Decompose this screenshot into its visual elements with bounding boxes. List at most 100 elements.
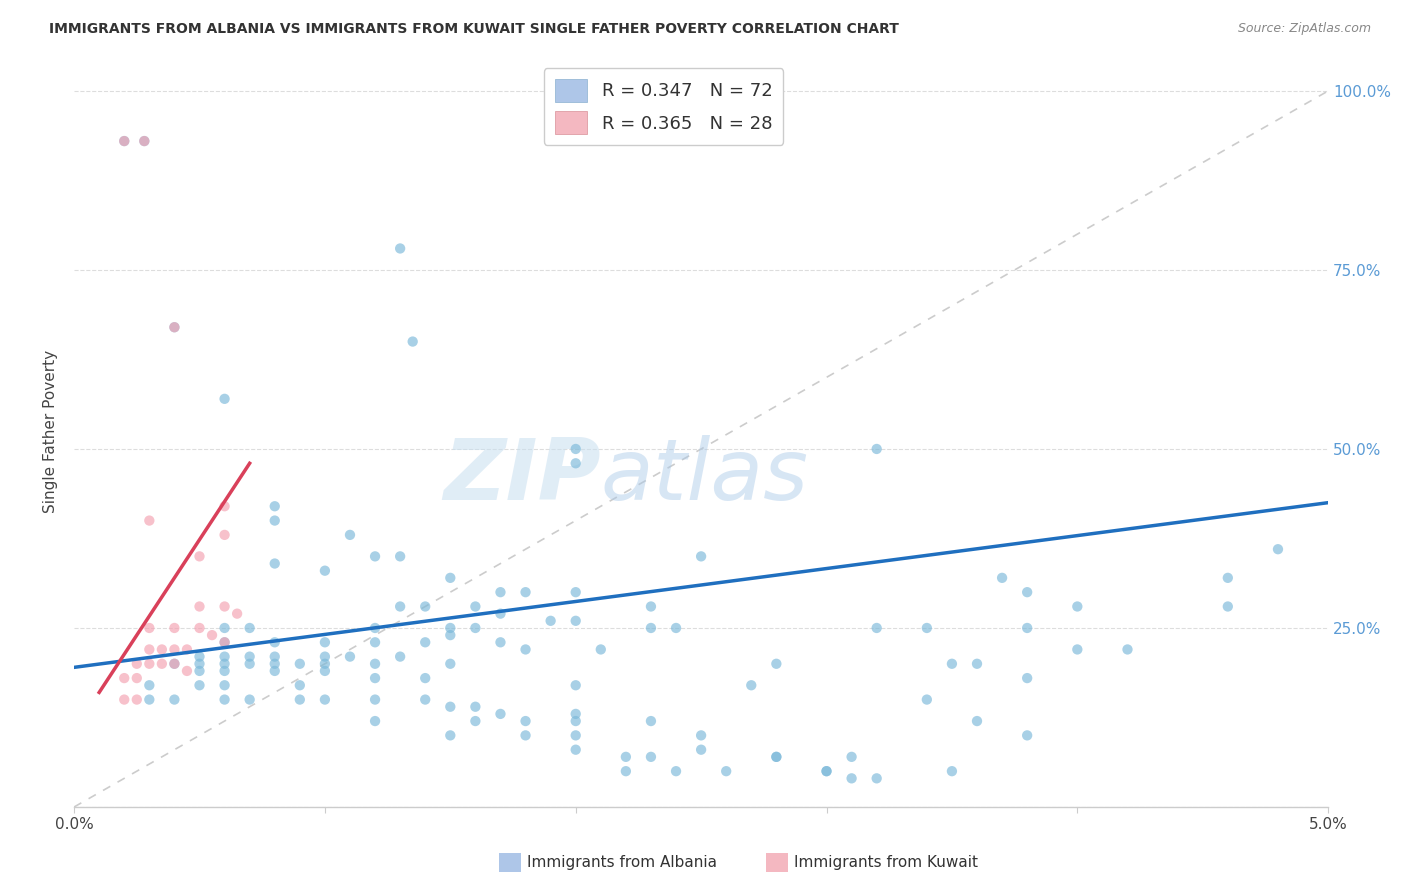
Point bbox=[389, 599, 412, 614]
Point bbox=[163, 692, 186, 706]
Point bbox=[239, 621, 262, 635]
Point bbox=[389, 242, 412, 256]
Legend: R = 0.347   N = 72, R = 0.365   N = 28: R = 0.347 N = 72, R = 0.365 N = 28 bbox=[544, 68, 783, 145]
Text: IMMIGRANTS FROM ALBANIA VS IMMIGRANTS FROM KUWAIT SINGLE FATHER POVERTY CORRELAT: IMMIGRANTS FROM ALBANIA VS IMMIGRANTS FR… bbox=[49, 22, 898, 37]
Point bbox=[263, 649, 285, 664]
Y-axis label: Single Father Poverty: Single Father Poverty bbox=[44, 350, 58, 513]
Point bbox=[841, 749, 863, 764]
Point bbox=[288, 692, 311, 706]
Point bbox=[464, 699, 486, 714]
Point bbox=[515, 642, 537, 657]
Point bbox=[1066, 642, 1088, 657]
Point bbox=[364, 692, 387, 706]
Point bbox=[214, 657, 236, 671]
Point bbox=[640, 714, 662, 728]
Point bbox=[150, 657, 173, 671]
Point bbox=[138, 657, 160, 671]
Point bbox=[112, 671, 135, 685]
Point bbox=[589, 642, 612, 657]
Point bbox=[364, 714, 387, 728]
Point bbox=[288, 657, 311, 671]
Point bbox=[214, 649, 236, 664]
Point bbox=[866, 442, 889, 456]
Text: Immigrants from Kuwait: Immigrants from Kuwait bbox=[794, 855, 979, 870]
Point bbox=[640, 749, 662, 764]
Point bbox=[640, 599, 662, 614]
Point bbox=[564, 706, 586, 721]
Point bbox=[112, 134, 135, 148]
Point bbox=[439, 699, 461, 714]
Point bbox=[214, 635, 236, 649]
Point bbox=[564, 442, 586, 456]
Point bbox=[214, 692, 236, 706]
Point bbox=[1216, 571, 1239, 585]
Point bbox=[226, 607, 249, 621]
Point bbox=[765, 657, 787, 671]
Text: Immigrants from Albania: Immigrants from Albania bbox=[527, 855, 717, 870]
Point bbox=[239, 657, 262, 671]
Point bbox=[263, 557, 285, 571]
Point bbox=[188, 549, 211, 564]
Point bbox=[239, 692, 262, 706]
Point bbox=[665, 621, 688, 635]
Point bbox=[138, 621, 160, 635]
Point bbox=[740, 678, 762, 692]
Point bbox=[214, 599, 236, 614]
Point bbox=[214, 528, 236, 542]
Point bbox=[163, 320, 186, 334]
Point bbox=[288, 678, 311, 692]
Point bbox=[489, 607, 512, 621]
Point bbox=[966, 657, 988, 671]
Point bbox=[1066, 599, 1088, 614]
Point bbox=[439, 728, 461, 742]
Point bbox=[765, 749, 787, 764]
Point bbox=[364, 549, 387, 564]
Point bbox=[314, 649, 336, 664]
Point bbox=[188, 664, 211, 678]
Point bbox=[413, 692, 436, 706]
Point bbox=[214, 500, 236, 514]
Point bbox=[339, 649, 361, 664]
Point bbox=[564, 614, 586, 628]
Point bbox=[163, 657, 186, 671]
Text: Source: ZipAtlas.com: Source: ZipAtlas.com bbox=[1237, 22, 1371, 36]
Point bbox=[214, 678, 236, 692]
Point bbox=[188, 649, 211, 664]
Point bbox=[201, 628, 224, 642]
Point bbox=[564, 585, 586, 599]
Point bbox=[564, 728, 586, 742]
Point bbox=[439, 571, 461, 585]
Point bbox=[314, 664, 336, 678]
Point bbox=[540, 614, 562, 628]
Point bbox=[714, 764, 737, 779]
Point bbox=[1116, 642, 1139, 657]
Point bbox=[1017, 585, 1039, 599]
Point bbox=[489, 635, 512, 649]
Point bbox=[1017, 671, 1039, 685]
Point bbox=[364, 635, 387, 649]
Point bbox=[188, 599, 211, 614]
Point bbox=[188, 621, 211, 635]
Point bbox=[163, 320, 186, 334]
Point bbox=[564, 742, 586, 756]
Point bbox=[564, 456, 586, 470]
Point bbox=[690, 549, 713, 564]
Text: atlas: atlas bbox=[600, 434, 808, 517]
Point bbox=[214, 635, 236, 649]
Point bbox=[389, 549, 412, 564]
Point bbox=[402, 334, 425, 349]
Point bbox=[112, 134, 135, 148]
Point bbox=[991, 571, 1014, 585]
Point bbox=[413, 635, 436, 649]
Point bbox=[439, 628, 461, 642]
Point bbox=[188, 657, 211, 671]
Point bbox=[389, 649, 412, 664]
Point bbox=[464, 599, 486, 614]
Point bbox=[314, 692, 336, 706]
Point bbox=[489, 585, 512, 599]
Point bbox=[815, 764, 838, 779]
Point bbox=[214, 392, 236, 406]
Point bbox=[1216, 599, 1239, 614]
Text: ZIP: ZIP bbox=[443, 434, 600, 517]
Point bbox=[239, 649, 262, 664]
